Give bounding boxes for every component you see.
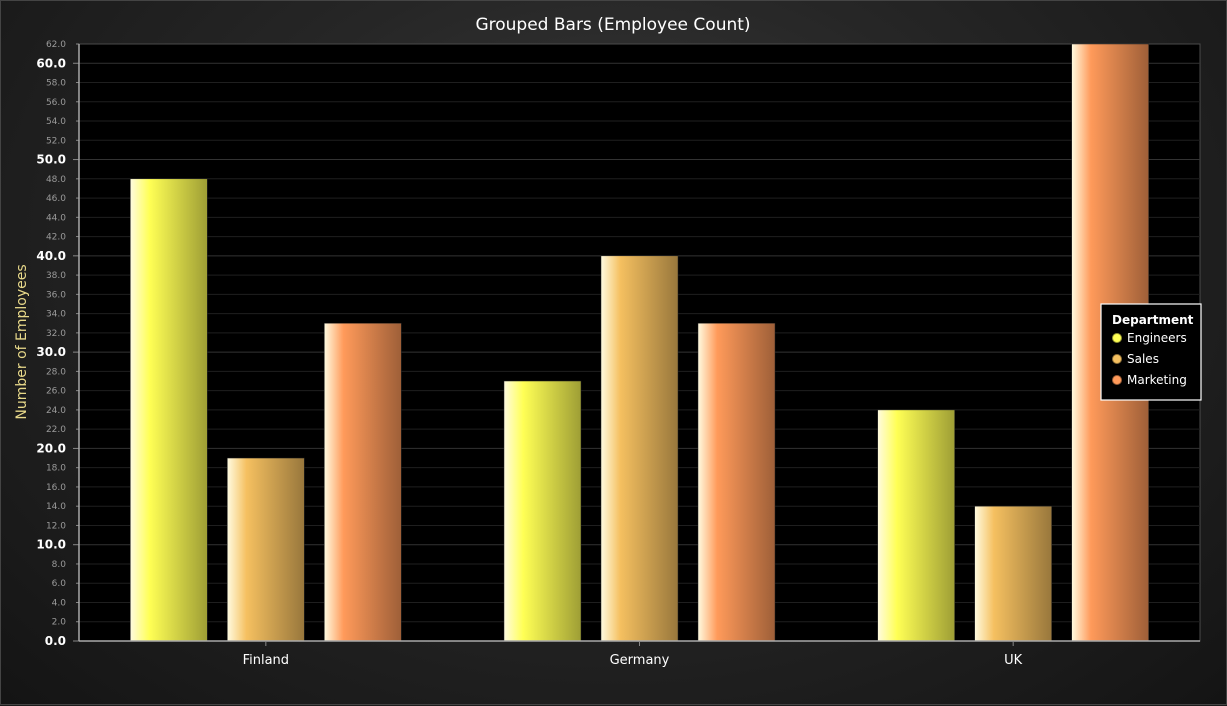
y-tick-label: 10.0 xyxy=(36,538,66,552)
legend-marker xyxy=(1112,354,1122,364)
y-tick-label: 16.0 xyxy=(46,483,66,493)
bar-marketing-germany xyxy=(697,322,776,642)
y-tick-label: 56.0 xyxy=(46,98,66,108)
y-tick-label: 54.0 xyxy=(46,117,66,127)
legend: Department Engineers Sales Marketing xyxy=(1100,303,1202,401)
legend-item-marketing: Marketing xyxy=(1127,373,1187,387)
bar-engineers-finland xyxy=(130,178,208,642)
bar-sales-uk xyxy=(974,505,1052,642)
legend-marker xyxy=(1112,333,1122,343)
y-tick-label: 24.0 xyxy=(46,406,66,416)
bar-engineers-germany xyxy=(503,380,582,642)
bar-sales-finland xyxy=(227,457,305,642)
y-tick-label: 26.0 xyxy=(46,387,66,397)
x-tick-label: Finland xyxy=(243,653,289,668)
y-tick-label: 38.0 xyxy=(46,271,66,281)
legend-item-engineers: Engineers xyxy=(1127,331,1187,345)
y-tick-label: 28.0 xyxy=(46,367,66,377)
y-tick-label: 46.0 xyxy=(46,194,66,204)
y-tick-label: 12.0 xyxy=(46,521,66,531)
y-tick-label: 58.0 xyxy=(46,79,66,89)
y-axis-title: Number of Employees xyxy=(14,264,30,419)
axes: 0.0 2.0 4.0 6.0 8.0 10.0 12.0 14.0 16.0 18.0 20.0 2… xyxy=(36,40,1200,668)
y-tick-label: 60.0 xyxy=(36,56,66,70)
chart-title: Grouped Bars (Employee Count) xyxy=(475,15,750,35)
y-tick-label: 32.0 xyxy=(46,329,66,339)
y-tick-label: 0.0 xyxy=(45,634,66,648)
y-tick-label: 22.0 xyxy=(46,425,66,435)
y-tick-label: 30.0 xyxy=(36,345,66,359)
legend-title: Department xyxy=(1112,313,1194,327)
y-tick-label: 2.0 xyxy=(52,618,67,628)
y-tick-label: 42.0 xyxy=(46,233,66,243)
bar-marketing-finland xyxy=(324,322,402,642)
y-tick-label: 52.0 xyxy=(46,136,66,146)
y-tick-label: 34.0 xyxy=(46,310,66,320)
y-tick-label: 8.0 xyxy=(52,560,67,570)
bar-engineers-uk xyxy=(877,409,955,642)
y-tick-label: 40.0 xyxy=(36,249,66,263)
x-tick-label: Germany xyxy=(610,653,670,668)
legend-marker xyxy=(1112,375,1122,385)
y-tick-label: 14.0 xyxy=(46,502,66,512)
y-tick-label: 44.0 xyxy=(46,213,66,223)
y-tick-label: 48.0 xyxy=(46,175,66,185)
x-tick-label: UK xyxy=(1004,653,1023,668)
legend-item-sales: Sales xyxy=(1127,352,1159,366)
y-tick-label: 18.0 xyxy=(46,464,66,474)
bars xyxy=(130,43,1149,642)
y-tick-label: 20.0 xyxy=(36,441,66,455)
y-tick-label: 4.0 xyxy=(52,598,67,608)
y-tick-label: 6.0 xyxy=(52,579,67,589)
bar-sales-germany xyxy=(600,255,679,642)
y-tick-label: 50.0 xyxy=(36,153,66,167)
y-tick-label: 62.0 xyxy=(46,40,66,50)
y-tick-label: 36.0 xyxy=(46,290,66,300)
